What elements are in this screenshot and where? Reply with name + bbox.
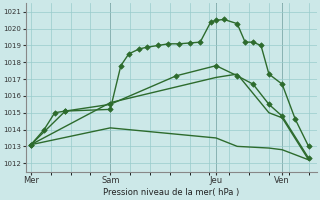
X-axis label: Pression niveau de la mer( hPa ): Pression niveau de la mer( hPa )	[103, 188, 239, 197]
